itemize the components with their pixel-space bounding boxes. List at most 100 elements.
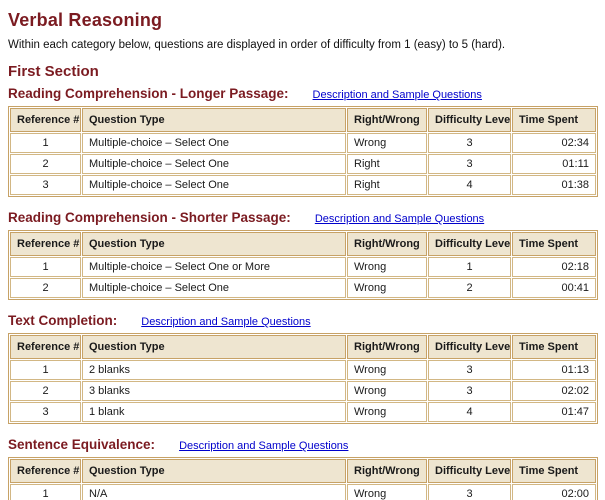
- cell-time-spent: 02:34: [512, 133, 596, 153]
- cell-difficulty-level: 3: [428, 484, 511, 500]
- category-title: Reading Comprehension - Shorter Passage:: [8, 210, 291, 225]
- col-header-difficulty-level: Difficulty Level: [428, 232, 511, 256]
- table-row: 1 Multiple-choice – Select One or More Wro…: [10, 257, 596, 277]
- table-header-row: Reference # Question Type Right/Wrong Di…: [10, 232, 596, 256]
- col-header-question-type: Question Type: [82, 232, 346, 256]
- cell-reference: 1: [10, 257, 81, 277]
- cell-reference: 2: [10, 278, 81, 298]
- page-title: Verbal Reasoning: [8, 10, 163, 30]
- cell-difficulty-level: 1: [428, 257, 511, 277]
- cell-right-wrong: Wrong: [347, 484, 427, 500]
- table-row: 2 Multiple-choice – Select One Right 3 01:11: [10, 154, 596, 174]
- col-header-difficulty-level: Difficulty Level: [428, 459, 511, 483]
- category-header: Text Completion: Description and Sample …: [8, 313, 597, 328]
- cell-right-wrong: Wrong: [347, 381, 427, 401]
- cell-difficulty-level: 3: [428, 360, 511, 380]
- category-title: Sentence Equivalence:: [8, 437, 156, 452]
- cell-reference: 1: [10, 360, 81, 380]
- category-section-rc-shorter: Reading Comprehension - Shorter Passage:…: [8, 210, 598, 300]
- cell-reference: 2: [10, 381, 81, 401]
- cell-time-spent: 02:02: [512, 381, 596, 401]
- description-sample-questions-link[interactable]: Description and Sample Questions: [312, 89, 482, 101]
- cell-right-wrong: Wrong: [347, 133, 427, 153]
- cell-difficulty-level: 2: [428, 278, 511, 298]
- cell-right-wrong: Wrong: [347, 257, 427, 277]
- cell-question-type: 1 blank: [82, 402, 346, 422]
- description-sample-questions-link[interactable]: Description and Sample Questions: [179, 440, 349, 452]
- table-row: 1 N/A Wrong 3 02:00: [10, 484, 596, 500]
- section-heading-first-section: First Section: [8, 63, 99, 80]
- cell-question-type: 3 blanks: [82, 381, 346, 401]
- col-header-question-type: Question Type: [82, 459, 346, 483]
- cell-difficulty-level: 3: [428, 381, 511, 401]
- col-header-reference: Reference #: [10, 459, 81, 483]
- cell-reference: 3: [10, 402, 81, 422]
- col-header-time-spent: Time Spent: [512, 459, 596, 483]
- col-header-right-wrong: Right/Wrong: [347, 232, 427, 256]
- cell-time-spent: 02:18: [512, 257, 596, 277]
- description-sample-questions-link[interactable]: Description and Sample Questions: [141, 316, 311, 328]
- cell-question-type: Multiple-choice – Select One: [82, 278, 346, 298]
- category-title: Text Completion:: [8, 313, 118, 328]
- results-table: Reference # Question Type Right/Wrong Di…: [8, 230, 598, 300]
- col-header-reference: Reference #: [10, 232, 81, 256]
- cell-right-wrong: Right: [347, 154, 427, 174]
- cell-reference: 2: [10, 154, 81, 174]
- cell-time-spent: 01:47: [512, 402, 596, 422]
- cell-difficulty-level: 4: [428, 402, 511, 422]
- table-header-row: Reference # Question Type Right/Wrong Di…: [10, 108, 596, 132]
- cell-reference: 3: [10, 175, 81, 195]
- cell-reference: 1: [10, 484, 81, 500]
- cell-time-spent: 01:38: [512, 175, 596, 195]
- cell-time-spent: 02:00: [512, 484, 596, 500]
- cell-question-type: Multiple-choice – Select One: [82, 133, 346, 153]
- page-subtitle: Within each category below, questions ar…: [8, 39, 506, 51]
- col-header-time-spent: Time Spent: [512, 108, 596, 132]
- description-sample-questions-link[interactable]: Description and Sample Questions: [314, 213, 485, 225]
- col-header-difficulty-level: Difficulty Level: [428, 335, 511, 359]
- cell-difficulty-level: 3: [428, 154, 511, 174]
- category-header: Sentence Equivalence: Description and Sa…: [8, 437, 597, 452]
- cell-right-wrong: Wrong: [347, 402, 427, 422]
- cell-question-type: Multiple-choice – Select One: [82, 154, 346, 174]
- cell-right-wrong: Wrong: [347, 278, 427, 298]
- table-header-row: Reference # Question Type Right/Wrong Di…: [10, 459, 596, 483]
- category-section-rc-longer: Reading Comprehension - Longer Passage: …: [8, 86, 598, 197]
- results-table: Reference # Question Type Right/Wrong Di…: [8, 106, 598, 197]
- table-row: 3 Multiple-choice – Select One Right 4 01:38: [10, 175, 596, 195]
- category-title: Reading Comprehension - Longer Passage:: [8, 86, 289, 101]
- col-header-time-spent: Time Spent: [512, 232, 596, 256]
- cell-question-type: Multiple-choice – Select One or More: [82, 257, 346, 277]
- col-header-difficulty-level: Difficulty Level: [428, 108, 511, 132]
- category-section-sentence-equivalence: Sentence Equivalence: Description and Sa…: [8, 437, 598, 500]
- cell-question-type: 2 blanks: [82, 360, 346, 380]
- col-header-right-wrong: Right/Wrong: [347, 335, 427, 359]
- table-row: 1 Multiple-choice – Select One Wrong 3 02:34: [10, 133, 596, 153]
- category-section-text-completion: Text Completion: Description and Sample …: [8, 313, 598, 424]
- cell-time-spent: 01:11: [512, 154, 596, 174]
- col-header-right-wrong: Right/Wrong: [347, 108, 427, 132]
- col-header-reference: Reference #: [10, 335, 81, 359]
- results-table: Reference # Question Type Right/Wrong Di…: [8, 457, 598, 500]
- cell-right-wrong: Right: [347, 175, 427, 195]
- cell-right-wrong: Wrong: [347, 360, 427, 380]
- category-header: Reading Comprehension - Shorter Passage:…: [8, 210, 597, 225]
- cell-question-type: N/A: [82, 484, 346, 500]
- cell-difficulty-level: 3: [428, 133, 511, 153]
- cell-difficulty-level: 4: [428, 175, 511, 195]
- col-header-question-type: Question Type: [82, 108, 346, 132]
- table-row: 2 Multiple-choice – Select One Wrong 2 00:41: [10, 278, 596, 298]
- cell-time-spent: 00:41: [512, 278, 596, 298]
- table-header-row: Reference # Question Type Right/Wrong Di…: [10, 335, 596, 359]
- cell-reference: 1: [10, 133, 81, 153]
- cell-time-spent: 01:13: [512, 360, 596, 380]
- col-header-right-wrong: Right/Wrong: [347, 459, 427, 483]
- cell-question-type: Multiple-choice – Select One: [82, 175, 346, 195]
- col-header-reference: Reference #: [10, 108, 81, 132]
- col-header-question-type: Question Type: [82, 335, 346, 359]
- category-header: Reading Comprehension - Longer Passage: …: [8, 86, 597, 101]
